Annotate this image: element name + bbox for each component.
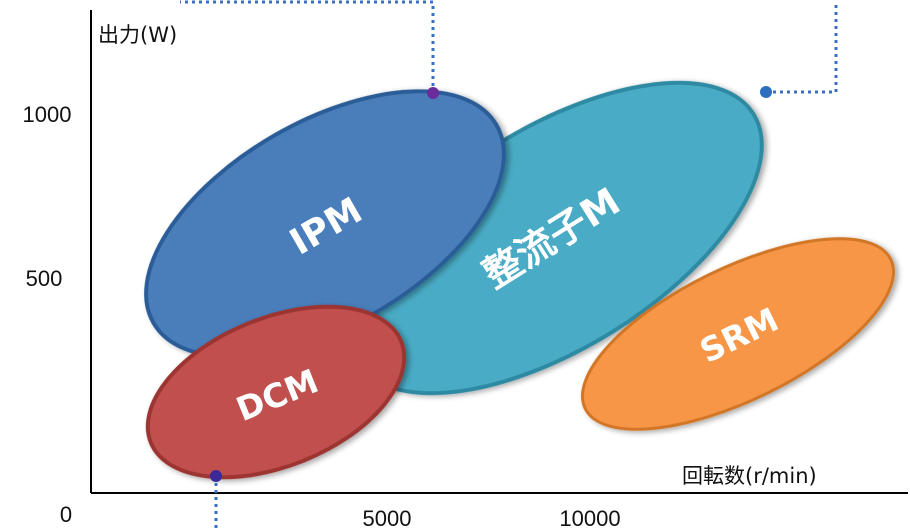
- ipm-peak-marker: [427, 87, 439, 99]
- y-axis-title: 出力(W): [98, 23, 177, 47]
- y-tick-label-500: 500: [26, 266, 63, 291]
- y-tick-label-1000: 1000: [23, 102, 72, 127]
- region-srm: [580, 237, 896, 431]
- commutator-peak-marker: [760, 86, 772, 98]
- origin-label: 0: [60, 502, 72, 527]
- x-tick-label-5000: 5000: [363, 506, 412, 530]
- commutator-leader-line: [766, 2, 838, 94]
- region-ellipses: [144, 80, 896, 480]
- region-dcm: [145, 304, 407, 480]
- x-tick-label-10000: 10000: [559, 506, 620, 530]
- dcm-low-marker: [210, 470, 222, 482]
- region-ipm: [144, 89, 506, 359]
- ipm-leader-line: [180, 0, 435, 93]
- x-axis-title: 回転数(r/min): [682, 464, 817, 488]
- leader-lines: [180, 0, 838, 530]
